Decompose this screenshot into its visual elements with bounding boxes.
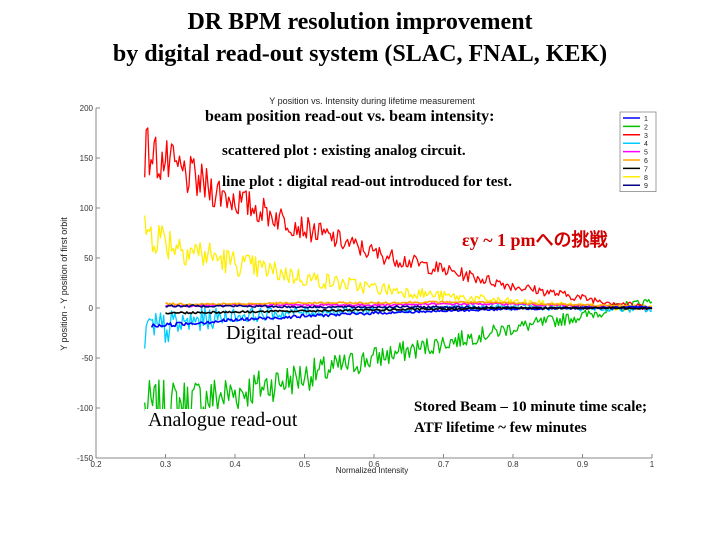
- axes: -150 -100 -50 0 50 100 150 200 0.2 0.3 0.4 0.5 0.6 0.…: [77, 104, 655, 469]
- y-tick-label: -50: [81, 354, 93, 363]
- x-tick-label: 0.6: [368, 460, 380, 469]
- series-3-line: [144, 127, 653, 311]
- series-7-line: [165, 306, 653, 315]
- annotation-emittance-challenge: εy ~ 1 pmへの挑戦: [462, 230, 608, 250]
- stored-beam-line-2: ATF lifetime ~ few minutes: [414, 420, 587, 436]
- series-6-line: [165, 300, 652, 309]
- y-axis-label: Y position - Y position of first orbit: [59, 217, 69, 351]
- x-tick-label: 0.5: [299, 460, 311, 469]
- annotation-analogue-readout: Analogue read-out: [145, 409, 301, 432]
- legend-label-1: 1: [644, 116, 648, 123]
- y-tick-label: -150: [77, 454, 94, 463]
- series-2-line: [144, 298, 653, 431]
- x-tick-label: 0.8: [507, 460, 519, 469]
- legend-label-5: 5: [644, 150, 648, 157]
- y-tick-label: 0: [89, 304, 94, 313]
- slide-title-line-2: by digital read-out system (SLAC, FNAL, …: [112, 41, 608, 67]
- legend-label-6: 6: [644, 158, 648, 165]
- x-tick-label: 1: [650, 460, 655, 469]
- x-tick-label: 0.3: [160, 460, 172, 469]
- x-tick-label: 0.2: [90, 460, 102, 469]
- annotation-digital-readout: Digital read-out: [223, 322, 357, 345]
- stored-beam-line-1: Stored Beam – 10 minute time scale;: [414, 399, 648, 415]
- y-tick-label: 100: [80, 204, 94, 213]
- annotation-stored-beam: Stored Beam – 10 minute time scale; ATF …: [411, 397, 651, 439]
- annotation-scattered-plot: scattered plot : existing analog circuit…: [222, 143, 466, 159]
- y-tick-label: 200: [80, 104, 94, 113]
- legend-label-8: 8: [644, 175, 648, 182]
- slide-title-line-1: DR BPM resolution improvement: [187, 9, 533, 35]
- x-tick-label: 0.7: [438, 460, 450, 469]
- legend-label-9: 9: [644, 183, 648, 190]
- series-layer: [144, 127, 653, 431]
- legend: 12 34 567 89: [619, 111, 657, 192]
- legend-label-4: 4: [644, 141, 648, 148]
- y-tick-label: -100: [77, 404, 94, 413]
- slide-title: DR BPM resolution improvement by digital…: [0, 6, 720, 70]
- x-axis-label: Normalized Intensity: [336, 466, 408, 475]
- legend-label-7: 7: [644, 166, 648, 173]
- annotation-beam-position: beam position read-out vs. beam intensit…: [205, 108, 495, 125]
- annotation-line-plot: line plot : digital read-out introduced …: [222, 174, 512, 190]
- y-tick-label: 150: [80, 154, 94, 163]
- x-tick-label: 0.4: [229, 460, 241, 469]
- chart-title: Y position vs. Intensity during lifetime…: [269, 96, 475, 106]
- series-8-line: [144, 215, 653, 311]
- x-tick-label: 0.9: [577, 460, 589, 469]
- y-tick-label: 50: [84, 254, 93, 263]
- legend-label-2: 2: [644, 124, 648, 131]
- legend-label-3: 3: [644, 133, 648, 140]
